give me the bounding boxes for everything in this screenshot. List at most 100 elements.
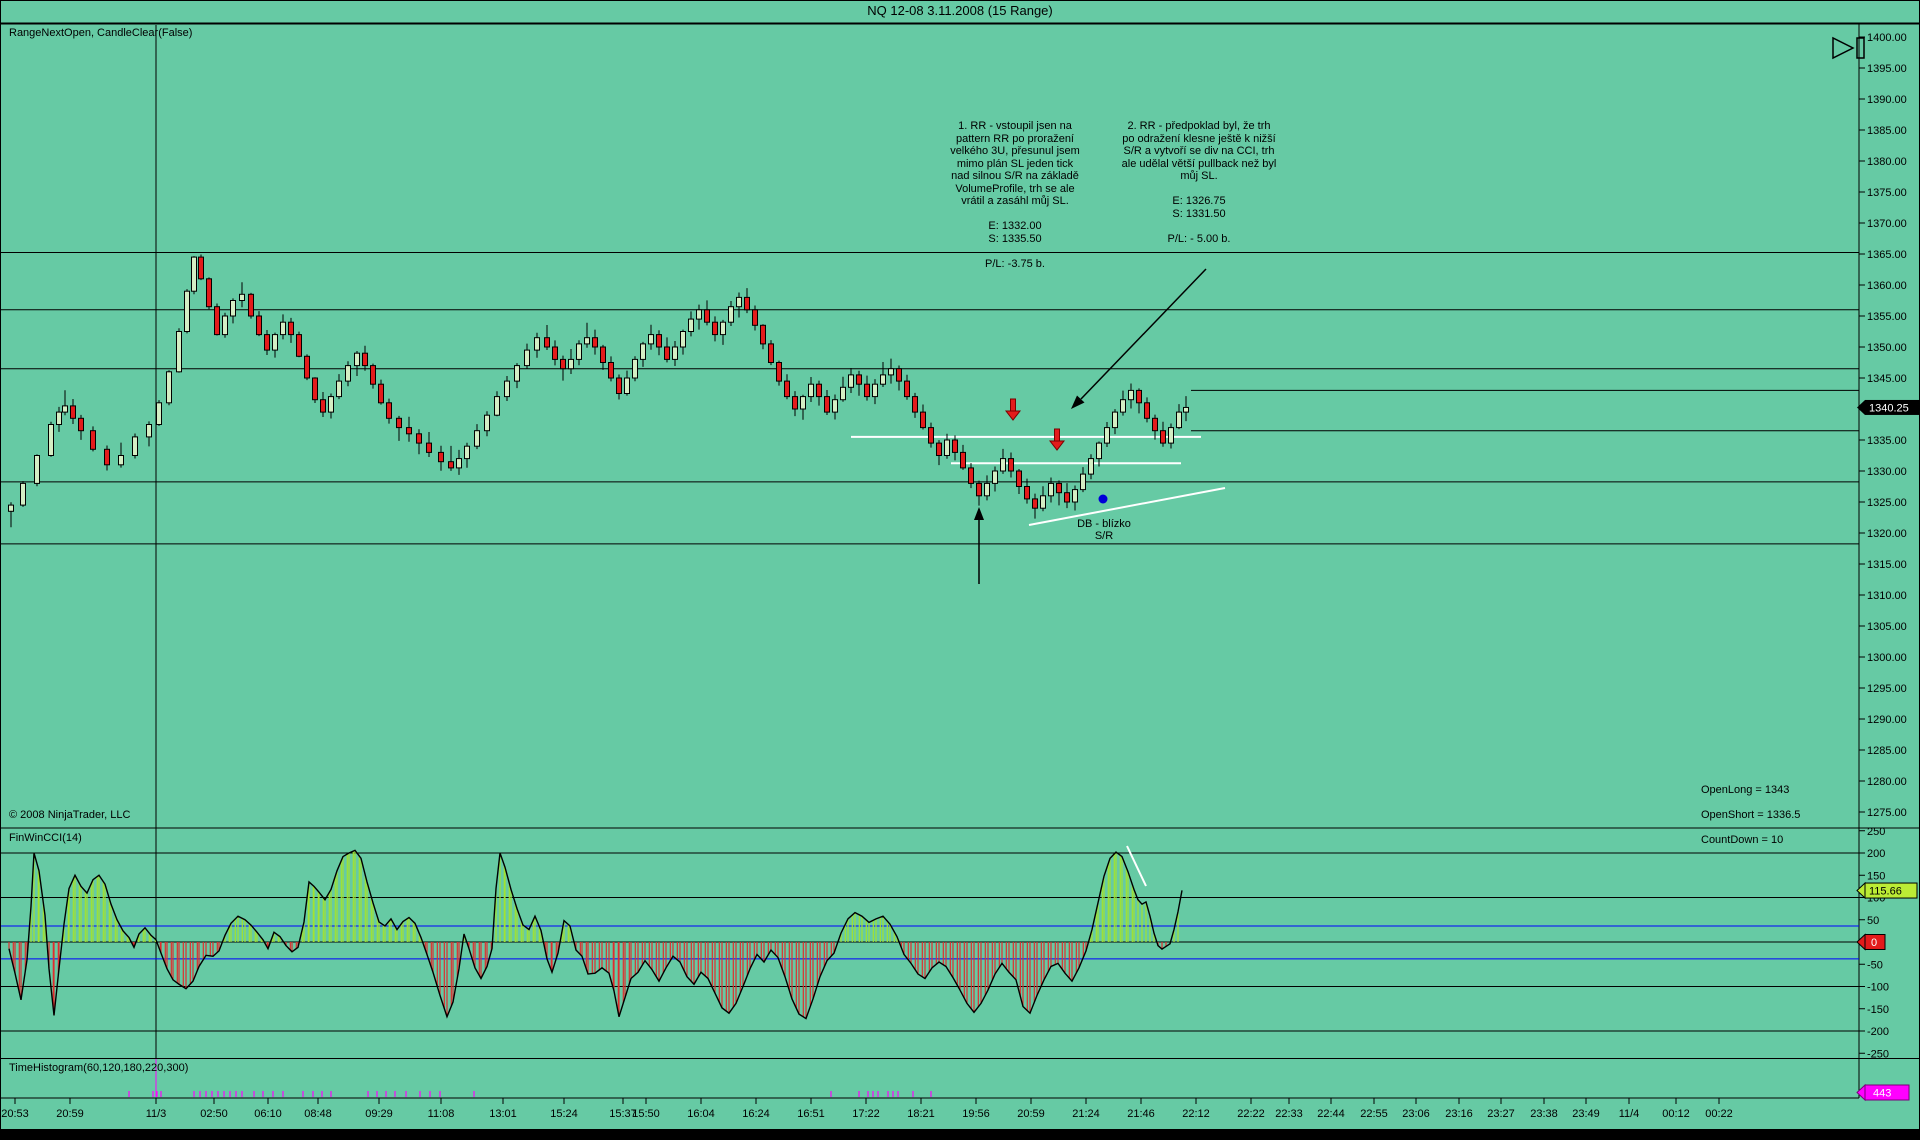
time-tick-label: 20:53 — [1, 1108, 29, 1120]
candle-body — [952, 439, 958, 453]
candle-body — [34, 455, 40, 484]
candle-body — [600, 346, 606, 363]
candle-body — [656, 334, 662, 348]
cci-divergence-line — [1126, 845, 1147, 887]
candle-body — [191, 256, 197, 292]
candle-body — [370, 365, 376, 385]
candle-body — [8, 504, 14, 512]
time-tick-label: 22:55 — [1360, 1108, 1388, 1120]
candle-body — [56, 411, 62, 426]
candle-body — [494, 396, 500, 416]
time-tick-label: 21:24 — [1072, 1108, 1100, 1120]
candle-body — [672, 346, 678, 360]
price-tick-label: 1390.00 — [1867, 94, 1907, 106]
candle-body — [198, 256, 204, 280]
candle-body — [386, 402, 392, 419]
time-tick-label: 22:33 — [1275, 1108, 1303, 1120]
cci-badge-tip — [1856, 881, 1866, 900]
candle-body — [118, 455, 124, 466]
price-tick-label: 1290.00 — [1867, 714, 1907, 726]
time-tick-label: 17:22 — [852, 1108, 880, 1120]
time-tick-label: 18:21 — [907, 1108, 935, 1120]
price-indicator-label: RangeNextOpen, CandleClear(False) — [9, 27, 193, 39]
go-to-end-icon[interactable] — [1832, 36, 1865, 60]
cci-tick-label: -200 — [1867, 1026, 1889, 1038]
candle-body — [808, 383, 814, 398]
white-trendline — [1028, 487, 1226, 526]
price-tick-label: 1310.00 — [1867, 590, 1907, 602]
price-tick-label: 1370.00 — [1867, 218, 1907, 230]
candle-body — [1152, 417, 1158, 432]
time-tick-label: 15:50 — [632, 1108, 660, 1120]
candle-body — [1104, 427, 1110, 444]
candle-body — [396, 417, 402, 429]
candle-body — [78, 417, 84, 432]
short-entry-arrow-icon — [1054, 428, 1060, 442]
price-tick-label: 1365.00 — [1867, 249, 1907, 261]
cci-tick-label: 250 — [1867, 826, 1885, 838]
price-tick-label: 1355.00 — [1867, 311, 1907, 323]
candle-body — [1183, 406, 1189, 413]
candle-body — [1144, 402, 1150, 419]
candle-body — [944, 439, 950, 456]
cci-axis[interactable]: 250200150100500-50-100-150-200-250 — [1859, 826, 1889, 1061]
price-badge-tip — [1857, 399, 1865, 415]
candle-body — [696, 309, 702, 320]
candle-body — [156, 402, 162, 425]
histogram-indicator-label: TimeHistogram(60,120,180,220,300) — [9, 1062, 189, 1074]
candle-body — [544, 337, 550, 348]
open-long-label: OpenLong = 1343 — [1701, 783, 1790, 796]
candle-body — [146, 424, 152, 438]
cci-tick-label: 50 — [1867, 915, 1879, 927]
candle-body — [296, 334, 302, 357]
candle-body — [704, 309, 710, 323]
time-tick-label: 23:27 — [1487, 1108, 1515, 1120]
time-tick-label: 11/3 — [146, 1108, 167, 1120]
price-tick-label: 1315.00 — [1867, 559, 1907, 571]
short-entry-arrow-icon — [1004, 410, 1022, 421]
cci-zero-badge-tip — [1856, 933, 1866, 951]
candle-body — [1128, 389, 1134, 401]
candle-body — [728, 306, 734, 323]
candle-body — [336, 380, 342, 398]
candle-body — [320, 399, 326, 413]
price-tick-label: 1375.00 — [1867, 187, 1907, 199]
price-axis[interactable]: 1400.00 1395.00 1390.00 1385.00 1380.00 1375.… — [1859, 32, 1907, 819]
time-tick-label: 13:01 — [489, 1108, 517, 1120]
candle-body — [976, 482, 982, 497]
candle-body — [800, 396, 806, 410]
up-arrow-head-icon — [974, 507, 984, 520]
candle-body — [1120, 399, 1126, 413]
price-tick-label: 1280.00 — [1867, 776, 1907, 788]
candle-body — [920, 411, 926, 429]
time-tick-label: 23:06 — [1402, 1108, 1430, 1120]
candle-body — [640, 343, 646, 360]
candle-body — [345, 365, 351, 382]
price-tick-label: 1360.00 — [1867, 280, 1907, 292]
time-tick-label: 16:51 — [797, 1108, 825, 1120]
candle-body — [456, 458, 462, 469]
cci-tick-label: -100 — [1867, 982, 1889, 994]
candle-body — [90, 430, 96, 450]
time-tick-label: 11:08 — [428, 1108, 455, 1120]
bottom-strip — [1, 1129, 1919, 1139]
candle-body — [768, 343, 774, 363]
candle-body — [896, 368, 902, 382]
candle-body — [62, 405, 68, 413]
candle-body — [992, 470, 998, 484]
time-tick-label: 22:12 — [1182, 1108, 1210, 1120]
candle-body — [166, 371, 172, 404]
price-badge — [1865, 399, 1919, 415]
candle-body — [132, 436, 138, 456]
time-axis[interactable]: 20:53 20:59 11/3 02:50 06:10 08:48 09:29 11:08 1… — [1, 1098, 1733, 1120]
candle-body — [378, 383, 384, 404]
time-tick-label: 08:48 — [304, 1108, 332, 1120]
time-tick-label: 22:44 — [1317, 1108, 1345, 1120]
candle-body — [1032, 498, 1038, 509]
candle-body — [20, 482, 26, 506]
candle-body — [712, 321, 718, 336]
candle-body — [584, 337, 590, 345]
candle-body — [888, 368, 894, 376]
